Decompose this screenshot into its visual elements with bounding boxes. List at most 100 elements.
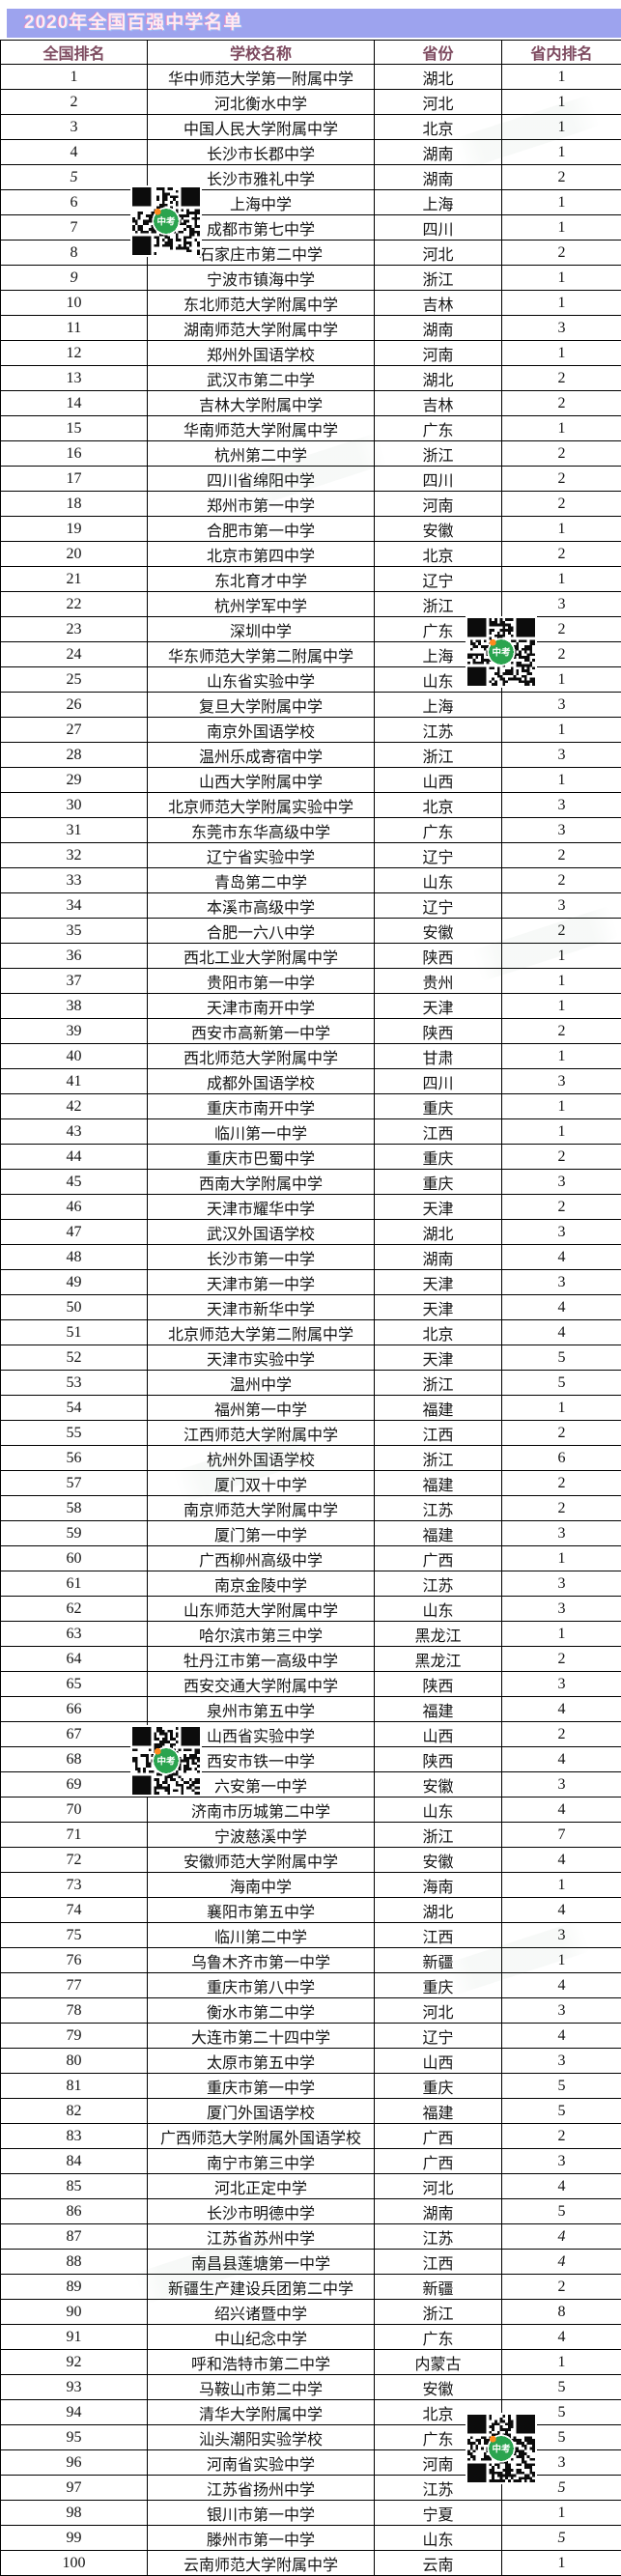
national-rank-cell: 51 xyxy=(0,1319,148,1345)
national-rank-cell: 88 xyxy=(0,2249,148,2275)
table-row: 82 厦门外国语学校 福建 5 xyxy=(0,2098,621,2124)
national-rank-cell: 86 xyxy=(0,2198,148,2224)
ranking-table: 全国排名 学校名称 省份 省内排名 1 华中师范大学第一附属中学 湖北 1 2 河北衡水中… xyxy=(0,40,621,2576)
school-name-cell: 重庆市南开中学 xyxy=(147,1093,375,1119)
table-row: 87 江苏省苏州中学 江苏 4 xyxy=(0,2223,621,2250)
school-name-cell: 杭州外国语学校 xyxy=(147,1445,375,1471)
table-row: 79 大连市第二十四中学 辽宁 4 xyxy=(0,2023,621,2049)
province-cell: 江苏 xyxy=(374,717,502,743)
qr-code: 中考 xyxy=(466,616,537,688)
school-name-cell: 西北师范大学附属中学 xyxy=(147,1043,375,1069)
province-rank-cell: 2 xyxy=(501,1420,621,1446)
province-cell: 湖南 xyxy=(374,139,502,165)
province-rank-cell: 1 xyxy=(501,64,621,90)
national-rank-cell: 19 xyxy=(0,516,148,542)
province-cell: 江西 xyxy=(374,1922,502,1948)
table-row: 50 天津市新华中学 天津 4 xyxy=(0,1294,621,1320)
province-rank-cell: 4 xyxy=(501,1294,621,1320)
national-rank-cell: 47 xyxy=(0,1219,148,1245)
province-cell: 河南 xyxy=(374,340,502,366)
national-rank-cell: 64 xyxy=(0,1646,148,1672)
national-rank-cell: 38 xyxy=(0,993,148,1019)
province-rank-cell: 4 xyxy=(501,1244,621,1270)
national-rank-cell: 23 xyxy=(0,616,148,642)
table-row: 71 宁波慈溪中学 浙江 7 xyxy=(0,1822,621,1848)
national-rank-cell: 28 xyxy=(0,742,148,768)
table-row: 62 山东师范大学附属中学 山东 3 xyxy=(0,1596,621,1622)
column-header-province: 省份 xyxy=(374,40,502,65)
table-row: 64 牡丹江市第一高级中学 黑龙江 2 xyxy=(0,1646,621,1672)
school-name-cell: 成都外国语学校 xyxy=(147,1068,375,1094)
school-name-cell: 临川第一中学 xyxy=(147,1118,375,1145)
table-row: 48 长沙市第一中学 湖南 4 xyxy=(0,1244,621,1270)
school-name-cell: 北京师范大学附属实验中学 xyxy=(147,792,375,818)
province-rank-cell: 1 xyxy=(501,1043,621,1069)
province-cell: 广西 xyxy=(374,2148,502,2174)
school-name-cell: 衡水市第二中学 xyxy=(147,1997,375,2024)
province-cell: 湖南 xyxy=(374,1244,502,1270)
national-rank-cell: 79 xyxy=(0,2023,148,2049)
national-rank-cell: 93 xyxy=(0,2374,148,2400)
province-cell: 云南 xyxy=(374,2550,502,2576)
table-row: 20 北京市第四中学 北京 2 xyxy=(0,541,621,567)
school-name-cell: 江苏省扬州中学 xyxy=(147,2475,375,2501)
national-rank-cell: 57 xyxy=(0,1470,148,1496)
table-row: 60 广西柳州高级中学 广西 1 xyxy=(0,1545,621,1571)
province-cell: 浙江 xyxy=(374,2299,502,2325)
school-name-cell: 宁波市镇海中学 xyxy=(147,265,375,291)
table-row: 98 银川市第一中学 宁夏 1 xyxy=(0,2500,621,2526)
national-rank-cell: 77 xyxy=(0,1972,148,1998)
school-name-cell: 哈尔滨市第三中学 xyxy=(147,1621,375,1647)
table-row: 37 贵阳市第一中学 贵州 1 xyxy=(0,968,621,994)
table-row: 59 厦门第一中学 福建 3 xyxy=(0,1520,621,1546)
national-rank-cell: 54 xyxy=(0,1395,148,1421)
table-row: 65 西安交通大学附属中学 陕西 3 xyxy=(0,1671,621,1697)
table-row: 88 南昌县莲塘第一中学 江西 4 xyxy=(0,2249,621,2275)
school-name-cell: 南京外国语学校 xyxy=(147,717,375,743)
national-rank-cell: 15 xyxy=(0,415,148,441)
province-cell: 山东 xyxy=(374,1596,502,1622)
province-rank-cell: 1 xyxy=(501,993,621,1019)
national-rank-cell: 7 xyxy=(0,214,148,241)
school-name-cell: 天津市第一中学 xyxy=(147,1269,375,1295)
school-name-cell: 山西大学附属中学 xyxy=(147,767,375,793)
province-rank-cell: 3 xyxy=(501,742,621,768)
table-row: 56 杭州外国语学校 浙江 6 xyxy=(0,1445,621,1471)
table-row: 67 山西省实验中学 山西 2 xyxy=(0,1721,621,1747)
province-rank-cell: 1 xyxy=(501,1395,621,1421)
table-row: 1 华中师范大学第一附属中学 湖北 1 xyxy=(0,64,621,90)
national-rank-cell: 48 xyxy=(0,1244,148,1270)
province-rank-cell: 2 xyxy=(501,240,621,266)
province-rank-cell: 1 xyxy=(501,1118,621,1145)
table-row: 45 西南大学附属中学 重庆 3 xyxy=(0,1169,621,1195)
province-rank-cell: 3 xyxy=(501,591,621,617)
school-name-cell: 乌鲁木齐市第一中学 xyxy=(147,1947,375,1973)
table-row: 12 郑州外国语学校 河南 1 xyxy=(0,340,621,366)
province-cell: 浙江 xyxy=(374,742,502,768)
national-rank-cell: 74 xyxy=(0,1897,148,1923)
national-rank-cell: 39 xyxy=(0,1018,148,1044)
national-rank-cell: 27 xyxy=(0,717,148,743)
school-name-cell: 广西师范大学附属外国语学校 xyxy=(147,2123,375,2149)
province-cell: 浙江 xyxy=(374,591,502,617)
national-rank-cell: 36 xyxy=(0,943,148,969)
school-name-cell: 厦门外国语学校 xyxy=(147,2098,375,2124)
school-name-cell: 银川市第一中学 xyxy=(147,2500,375,2526)
province-rank-cell: 5 xyxy=(501,2198,621,2224)
province-rank-cell: 2 xyxy=(501,842,621,868)
national-rank-cell: 100 xyxy=(0,2550,148,2576)
province-rank-cell: 4 xyxy=(501,1797,621,1823)
national-rank-cell: 62 xyxy=(0,1596,148,1622)
table-row: 91 中山纪念中学 广东 4 xyxy=(0,2324,621,2350)
school-name-cell: 长沙市第一中学 xyxy=(147,1244,375,1270)
province-rank-cell: 1 xyxy=(501,516,621,542)
national-rank-cell: 35 xyxy=(0,918,148,944)
national-rank-cell: 80 xyxy=(0,2048,148,2074)
province-rank-cell: 4 xyxy=(501,2324,621,2350)
national-rank-cell: 26 xyxy=(0,692,148,718)
province-cell: 浙江 xyxy=(374,1370,502,1396)
school-name-cell: 郑州外国语学校 xyxy=(147,340,375,366)
school-name-cell: 贵阳市第一中学 xyxy=(147,968,375,994)
province-rank-cell: 1 xyxy=(501,943,621,969)
province-cell: 陕西 xyxy=(374,1746,502,1772)
